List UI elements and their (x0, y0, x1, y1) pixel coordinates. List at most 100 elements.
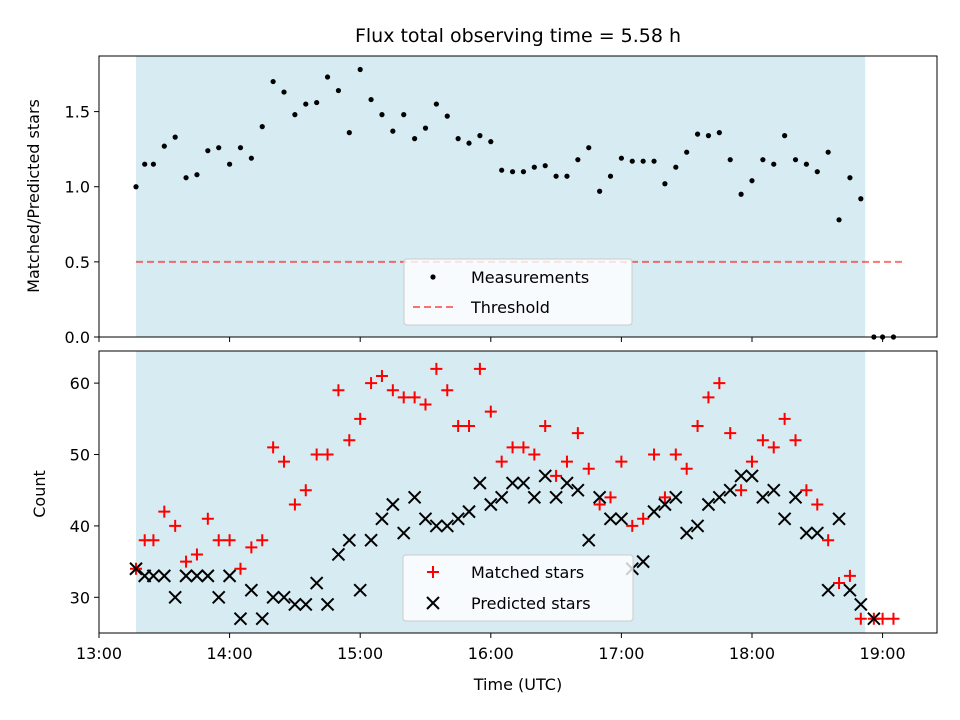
predicted-star-point (636, 554, 650, 569)
matched-star-point (560, 455, 573, 468)
measurement-point (629, 158, 635, 164)
matched-star-point (190, 548, 203, 561)
measurement-point (694, 131, 701, 137)
measurement-point (575, 157, 581, 163)
predicted-star-point (418, 512, 433, 526)
matched-star-point (375, 369, 388, 382)
matched-star-point (539, 419, 552, 432)
predicted-star-point (647, 504, 661, 519)
predicted-star-point (146, 569, 161, 583)
y-tick-label: 50 (70, 446, 90, 465)
predicted-star-point (843, 583, 857, 597)
predicted-star-point (320, 597, 335, 612)
legend-matched-label: Matched stars (471, 563, 584, 582)
measurement-point (422, 125, 429, 131)
top-panel-y-axis-label: Matched/Predicted stars (24, 99, 43, 293)
matched-star-point (386, 384, 399, 397)
measurement-point (760, 157, 766, 163)
matched-star-point (245, 541, 258, 554)
predicted-star-point (266, 590, 280, 605)
matched-star-point (223, 534, 236, 547)
measurement-point (259, 124, 265, 130)
matched-star-point (267, 441, 280, 454)
predicted-star-point (679, 526, 694, 540)
matched-star-point (735, 484, 748, 497)
matched-star-point (528, 448, 541, 461)
predicted-star-point (277, 590, 291, 605)
measurement-point (814, 169, 820, 175)
predicted-star-point (614, 512, 629, 526)
legend-threshold-label: Threshold (470, 298, 550, 317)
matched-star-point (321, 448, 334, 461)
measurement-point (586, 145, 592, 151)
matched-star-point (397, 391, 410, 404)
predicted-star-point (788, 490, 803, 505)
matched-star-point (408, 391, 421, 404)
x-tick-label: 15:00 (337, 644, 383, 663)
bottom-panel-marks (129, 362, 900, 626)
top-panel-x-ticks (98, 337, 884, 342)
matched-star-point (745, 455, 758, 468)
matched-star-point (288, 498, 301, 511)
measurement-point (651, 158, 657, 164)
matched-star-point (332, 384, 345, 397)
measurement-point (335, 87, 342, 94)
measurement-point (142, 161, 148, 167)
measurement-point (673, 164, 679, 170)
matched-star-point (278, 455, 291, 468)
matched-star-point (147, 534, 160, 547)
measurement-point (477, 133, 483, 139)
legend-measurements-marker (430, 274, 436, 280)
predicted-star-point (201, 569, 215, 583)
measurement-point (531, 164, 537, 170)
top-legend-box (403, 258, 633, 326)
legend-predicted-marker (426, 596, 440, 610)
matched-star-point (756, 434, 769, 447)
measurement-point (488, 139, 494, 145)
predicted-star-point (451, 512, 465, 526)
predicted-star-point (756, 490, 770, 505)
predicted-star-point (767, 483, 781, 497)
predicted-star-point (255, 612, 269, 626)
matched-star-point (571, 427, 584, 440)
legend-predicted-label: Predicted stars (471, 594, 591, 613)
predicted-star-point (658, 497, 672, 512)
x-tick-label: 18:00 (729, 644, 775, 663)
bottom-panel-y-ticks: 30 40 50 60 (70, 374, 99, 607)
predicted-star-point (582, 533, 596, 547)
measurement-point (281, 89, 287, 95)
predicted-star-point (516, 476, 531, 490)
predicted-star-point (397, 526, 411, 540)
predicted-star-point (342, 533, 357, 547)
predicted-star-point (669, 490, 683, 505)
measurement-point (847, 175, 853, 181)
predicted-star-point (603, 512, 618, 526)
matched-star-point (484, 405, 497, 418)
matched-star-point (201, 512, 214, 525)
measurement-point (662, 181, 668, 187)
measurement-point (390, 128, 396, 134)
matched-star-point (767, 441, 780, 454)
x-tick-label: 14:00 (207, 644, 253, 663)
predicted-star-point (494, 490, 509, 505)
measurement-point (607, 173, 614, 179)
matched-star-point (680, 462, 693, 475)
measurement-point (161, 143, 167, 149)
matched-star-point (419, 398, 432, 411)
measurement-point (324, 74, 331, 80)
matched-star-point (212, 534, 225, 547)
measurement-point (684, 149, 690, 155)
matched-star-point (822, 534, 835, 547)
measurement-point (314, 99, 320, 106)
top-panel: 0.0 0.5 1.0 1.5 Flux total observing time =… (24, 25, 938, 347)
measurement-point (183, 175, 189, 181)
y-tick-label: 60 (70, 374, 90, 393)
measurement-point (237, 145, 244, 151)
measurement-point (270, 78, 276, 85)
predicted-star-point (854, 597, 868, 612)
matched-star-point (234, 562, 247, 575)
bottom-panel-x-ticks: 13:00 14:00 15:00 16:00 17:00 18:00 19:00 (76, 633, 906, 663)
matched-star-point (658, 491, 671, 504)
matched-star-point (713, 377, 726, 390)
